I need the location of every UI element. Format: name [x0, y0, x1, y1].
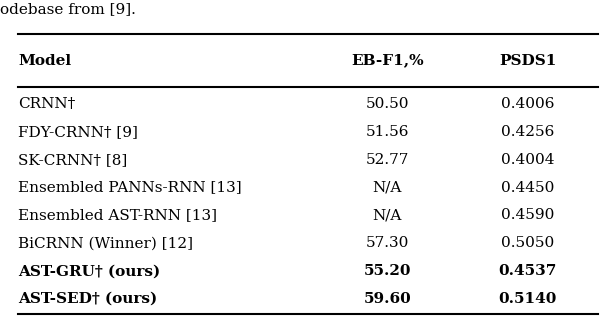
Text: odebase from [9].: odebase from [9].	[0, 2, 136, 16]
Text: AST-SED† (ours): AST-SED† (ours)	[18, 292, 157, 306]
Text: 57.30: 57.30	[365, 236, 409, 250]
Text: 0.4537: 0.4537	[498, 264, 557, 278]
Text: 0.4004: 0.4004	[501, 153, 554, 167]
Text: 0.5140: 0.5140	[498, 292, 557, 306]
Text: 52.77: 52.77	[365, 153, 409, 167]
Text: N/A: N/A	[373, 208, 402, 222]
Text: 55.20: 55.20	[364, 264, 411, 278]
Text: SK-CRNN† [8]: SK-CRNN† [8]	[18, 153, 127, 167]
Text: 0.5050: 0.5050	[501, 236, 554, 250]
Text: FDY-CRNN† [9]: FDY-CRNN† [9]	[18, 125, 138, 139]
Text: Model: Model	[18, 54, 71, 68]
Text: Ensembled AST-RNN [13]: Ensembled AST-RNN [13]	[18, 208, 217, 222]
Text: 59.60: 59.60	[364, 292, 411, 306]
Text: 0.4450: 0.4450	[501, 180, 554, 195]
Text: 0.4006: 0.4006	[501, 97, 554, 111]
Text: N/A: N/A	[373, 180, 402, 195]
Text: Ensembled PANNs-RNN [13]: Ensembled PANNs-RNN [13]	[18, 180, 242, 195]
Text: CRNN†: CRNN†	[18, 97, 76, 111]
Text: 0.4256: 0.4256	[501, 125, 554, 139]
Text: PSDS1: PSDS1	[499, 54, 556, 68]
Text: BiCRNN (Winner) [12]: BiCRNN (Winner) [12]	[18, 236, 193, 250]
Text: EB-F1,%: EB-F1,%	[351, 54, 424, 68]
Text: 51.56: 51.56	[365, 125, 409, 139]
Text: AST-GRU† (ours): AST-GRU† (ours)	[18, 264, 160, 278]
Text: 50.50: 50.50	[365, 97, 409, 111]
Text: 0.4590: 0.4590	[501, 208, 554, 222]
